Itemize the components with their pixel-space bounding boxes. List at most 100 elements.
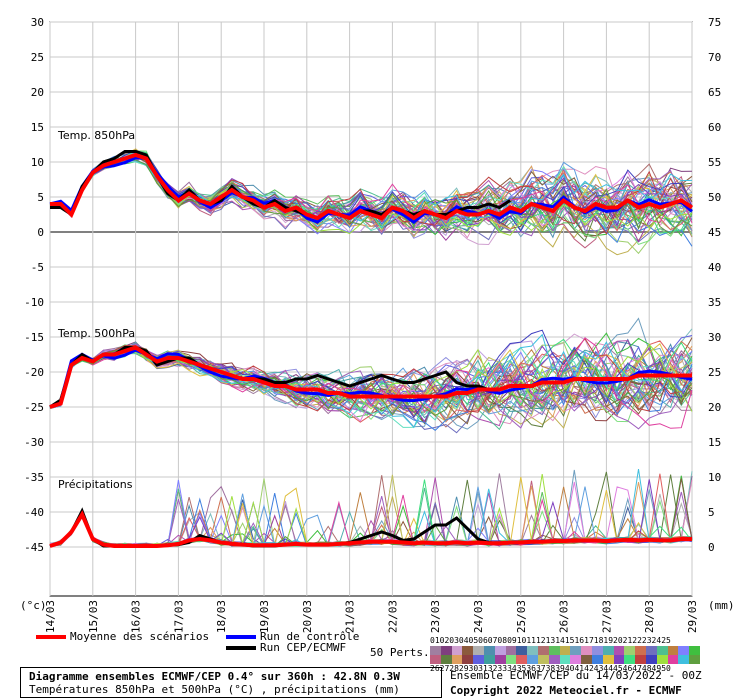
pert-swatch [678,646,690,655]
left-tick-label: -35 [24,471,44,484]
right-tick-label: 60 [708,121,721,134]
right-tick-label: 55 [708,156,721,169]
pert-swatch [613,655,625,664]
pert-swatch [667,646,679,655]
right-tick-label: 15 [708,436,721,449]
perturbation-color-key: 0102030405060708091011121314151617181920… [430,636,706,674]
left-tick-label: -30 [24,436,44,449]
footer-run: Ensemble ECMWF/CEP du 14/03/2022 - 00Z [450,669,702,682]
right-tick-label: 20 [708,401,721,414]
x-tick-label: 29/03 [686,600,699,633]
x-tick-label: 26/03 [558,600,571,633]
pert-swatch [591,655,603,664]
pert-swatch [494,655,506,664]
x-tick-label: 25/03 [515,600,528,633]
x-tick-label: 14/03 [44,600,57,633]
grid-lines [49,21,693,596]
left-tick-label: 10 [31,156,44,169]
pert-swatch [440,655,452,664]
pert-swatch [483,646,495,655]
pert-swatch [548,655,560,664]
left-tick-label: 20 [31,86,44,99]
left-tick-label: -15 [24,331,44,344]
left-tick-label: -40 [24,506,44,519]
left-tick-label: -45 [24,541,44,554]
pert-swatches-row1 [430,646,706,655]
legend-mean-label: Moyenne des scénarios [70,630,210,643]
x-tick-label: 21/03 [344,600,357,633]
pert-swatch [440,646,452,655]
x-tick-label: 20/03 [301,600,314,633]
pert-numbers-row1: 0102030405060708091011121314151617181920… [430,636,671,645]
info-line1: Diagramme ensembles ECMWF/CEP 0.4° sur 3… [29,670,400,683]
x-tick-label: 28/03 [643,600,656,633]
x-tick-label: 23/03 [429,600,442,633]
ensemble-mean-line [49,510,692,548]
pert-swatch [656,655,668,664]
legend-det-label: Run CEP/ECMWF [260,641,347,654]
pert-swatch [462,655,474,664]
x-axis-ticks: 14/03 15/03 16/03 17/03 18/03 19/03 20/03 21/03… [44,600,699,633]
right-tick-label: 30 [708,331,721,344]
pert-swatch [581,655,592,664]
pert-swatch [602,646,614,655]
info-box: Diagramme ensembles ECMWF/CEP 0.4° sur 3… [20,667,442,698]
pert-swatch [613,646,625,655]
pert-swatch [505,646,517,655]
left-tick-label: 15 [31,121,44,134]
pert-swatch [624,646,636,655]
pert-swatch [624,655,636,664]
pert-swatches-row2 [430,655,706,664]
left-tick-label: -10 [24,296,44,309]
x-tick-label: 15/03 [87,600,100,633]
pert-swatch [430,646,441,655]
pert-swatch [656,646,668,655]
pert-swatch [494,646,506,655]
legend-control-label: Run de contrôle [260,630,360,643]
right-tick-label: 0 [708,541,715,554]
panel-title-850: Temp. 850hPa [57,129,135,142]
pert-swatch [537,646,549,655]
left-tick-label: 5 [37,191,44,204]
pert-swatch [473,646,484,655]
pert-swatch [689,646,700,655]
right-tick-label: 40 [708,261,721,274]
pert-swatch [559,646,571,655]
legend-det-swatch [226,646,256,650]
pert-swatch [689,655,700,664]
left-axis-ticks: 30 25 20 15 10 5 0 -5 -10 -15 -20 -25 -30 -35 -40 -45 [24,16,44,554]
x-tick-label: 17/03 [172,600,185,633]
pert-swatch [678,655,690,664]
pert-swatch [559,655,571,664]
pert-swatch [591,646,603,655]
right-tick-label: 75 [708,16,721,29]
pert-swatch [602,655,614,664]
pert-swatch [635,655,646,664]
x-tick-label: 16/03 [130,600,143,633]
info-line2: Températures 850hPa et 500hPa (°C) , pré… [29,683,400,696]
deterministic-run-line [49,346,490,409]
right-tick-label: 70 [708,51,721,64]
x-tick-label: 18/03 [215,600,228,633]
pert-swatch [527,655,538,664]
ensemble-mean-line [49,345,692,409]
right-tick-label: 5 [708,506,715,519]
right-tick-label: 65 [708,86,721,99]
ensemble-member-line [49,343,693,409]
left-tick-label: 25 [31,51,44,64]
left-tick-label: -5 [31,261,44,274]
pert-swatch [570,655,582,664]
legend-det: Run CEP/ECMWF [226,642,346,654]
left-tick-label: 0 [37,226,44,239]
x-tick-label: 19/03 [258,600,271,633]
footer-copyright: Copyright 2022 Meteociel.fr - ECMWF [450,684,682,697]
pert-swatch [570,646,582,655]
legend-control: Run de contrôle [226,631,359,643]
right-tick-label: 25 [708,366,721,379]
legend-perts: 50 Perts. [370,646,430,659]
x-tick-label: 24/03 [472,600,485,633]
pert-numbers-row2: 2627282930313233343536373839404142434445… [430,664,671,673]
right-tick-label: 45 [708,226,721,239]
